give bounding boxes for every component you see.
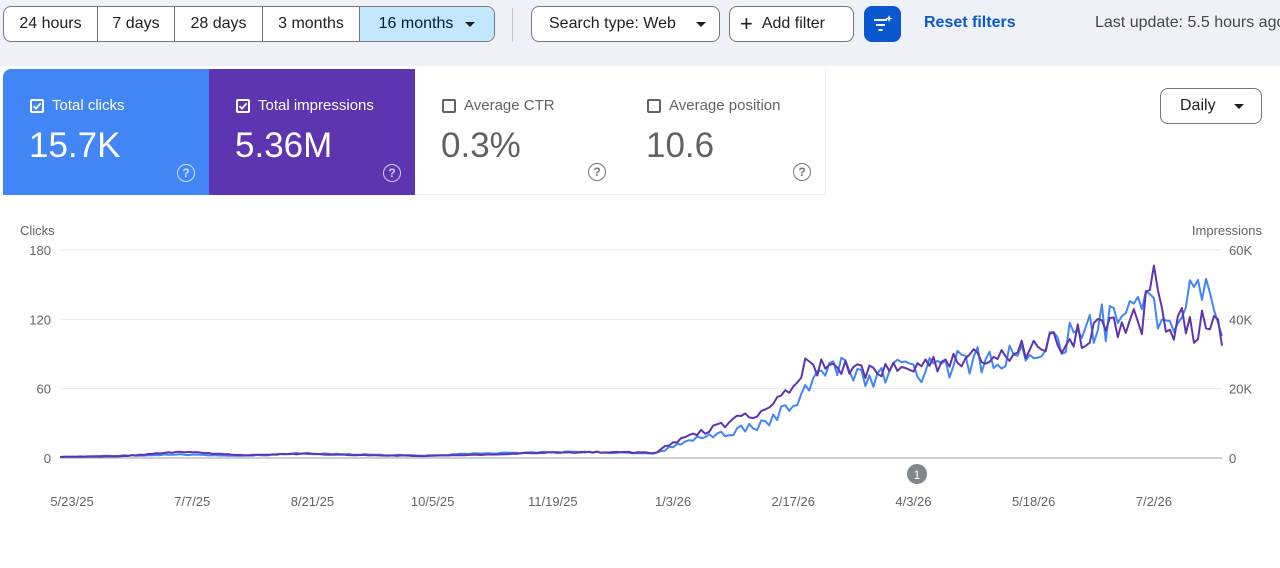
filter-sparkle-icon bbox=[873, 15, 893, 31]
x-axis-tick-label: 2/17/26 bbox=[772, 494, 815, 509]
metric-label: Average CTR bbox=[464, 97, 555, 114]
right-axis-tick-label: 40K bbox=[1229, 312, 1252, 327]
metric-label-row: Total clicks bbox=[30, 97, 125, 114]
plus-icon: + bbox=[740, 11, 753, 36]
left-axis-tick-label: 120 bbox=[29, 312, 51, 327]
series-line-total-impressions bbox=[59, 264, 1223, 459]
checkbox-unchecked-icon[interactable] bbox=[442, 98, 456, 113]
left-axis-tick-label: 180 bbox=[29, 243, 51, 258]
metric-card-total-impressions[interactable]: Total impressions 5.36M ? bbox=[209, 69, 415, 195]
date-range-label: 7 days bbox=[112, 15, 160, 32]
date-range-16-months[interactable]: 16 months bbox=[360, 7, 494, 41]
date-range-label: 28 days bbox=[190, 15, 247, 32]
metric-value: 0.3% bbox=[441, 126, 521, 165]
right-axis-title: Impressions bbox=[1192, 223, 1263, 238]
date-range-28-days[interactable]: 28 days bbox=[175, 7, 263, 41]
metric-card-total-clicks[interactable]: Total clicks 15.7K ? bbox=[3, 69, 209, 195]
checkbox-checked-icon[interactable] bbox=[30, 98, 44, 113]
left-axis-title: Clicks bbox=[20, 223, 55, 238]
series-line-total-clicks bbox=[59, 277, 1223, 458]
toolbar-divider bbox=[512, 8, 513, 42]
date-range-selected-label: 16 months bbox=[378, 15, 454, 32]
right-axis-tick-label: 60K bbox=[1229, 243, 1252, 258]
date-range-label: 3 months bbox=[278, 15, 344, 32]
metric-value: 5.36M bbox=[235, 126, 333, 165]
date-range-label: 24 hours bbox=[19, 15, 82, 32]
checkbox-checked-icon[interactable] bbox=[236, 98, 250, 113]
metric-value: 15.7K bbox=[29, 126, 121, 165]
search-type-label: Search type: Web bbox=[549, 15, 676, 32]
metric-label: Total impressions bbox=[258, 97, 374, 114]
granularity-dropdown[interactable]: Daily bbox=[1160, 88, 1262, 124]
date-range-24-hours[interactable]: 24 hours bbox=[4, 7, 98, 41]
metric-label: Average position bbox=[669, 97, 781, 114]
add-filter-button[interactable]: + Add filter bbox=[729, 6, 854, 42]
caret-down-icon bbox=[1233, 103, 1244, 109]
left-axis-tick-label: 60 bbox=[37, 382, 51, 397]
help-icon[interactable]: ? bbox=[383, 164, 401, 182]
granularity-label: Daily bbox=[1180, 97, 1216, 114]
x-axis-tick-label: 11/19/25 bbox=[528, 494, 578, 509]
x-axis-tick-label: 1/3/26 bbox=[655, 494, 691, 509]
checkbox-unchecked-icon[interactable] bbox=[647, 98, 661, 113]
metric-label-row: Average position bbox=[647, 97, 780, 114]
x-axis-tick-label: 4/3/26 bbox=[895, 494, 931, 509]
last-update-text: Last update: 5.5 hours ago bbox=[1095, 14, 1280, 31]
add-filter-label: Add filter bbox=[761, 15, 825, 32]
metric-value: 10.6 bbox=[646, 126, 715, 165]
x-axis-tick-label: 10/5/25 bbox=[411, 494, 454, 509]
annotation-marker-label[interactable]: 1 bbox=[914, 468, 921, 482]
caret-down-icon bbox=[695, 21, 706, 27]
help-icon[interactable]: ? bbox=[177, 164, 195, 182]
x-axis-tick-label: 5/18/26 bbox=[1012, 494, 1055, 509]
filter-sparkle-button[interactable] bbox=[864, 6, 901, 42]
reset-filters-link[interactable]: Reset filters bbox=[924, 14, 1016, 31]
x-axis-tick-label: 7/7/25 bbox=[174, 494, 210, 509]
date-range-3-months[interactable]: 3 months bbox=[263, 7, 360, 41]
right-axis-tick-label: 20K bbox=[1229, 382, 1252, 397]
x-axis-tick-label: 5/23/25 bbox=[50, 494, 93, 509]
top-toolbar: 24 hours 7 days 28 days 3 months 16 mont… bbox=[0, 0, 1280, 66]
metric-card-average-ctr[interactable]: Average CTR 0.3% ? bbox=[415, 69, 621, 195]
annotation-marker bbox=[907, 464, 927, 484]
date-range-selector: 24 hours 7 days 28 days 3 months 16 mont… bbox=[3, 6, 495, 42]
metric-label: Total clicks bbox=[52, 97, 125, 114]
right-axis-tick-label: 0 bbox=[1229, 451, 1236, 466]
x-axis-tick-label: 7/2/26 bbox=[1136, 494, 1172, 509]
help-icon[interactable]: ? bbox=[793, 163, 811, 181]
x-axis-tick-label: 8/21/25 bbox=[291, 494, 334, 509]
performance-panel: Total clicks 15.7K ? Total impressions 5… bbox=[3, 69, 1280, 568]
left-axis-tick-label: 0 bbox=[44, 451, 51, 466]
metric-label-row: Total impressions bbox=[236, 97, 374, 114]
search-type-dropdown[interactable]: Search type: Web bbox=[531, 6, 720, 42]
caret-down-icon bbox=[465, 21, 476, 27]
date-range-7-days[interactable]: 7 days bbox=[98, 7, 175, 41]
metric-card-average-position[interactable]: Average position 10.6 ? bbox=[620, 69, 826, 195]
metric-label-row: Average CTR bbox=[442, 97, 555, 114]
help-icon[interactable]: ? bbox=[588, 163, 606, 181]
